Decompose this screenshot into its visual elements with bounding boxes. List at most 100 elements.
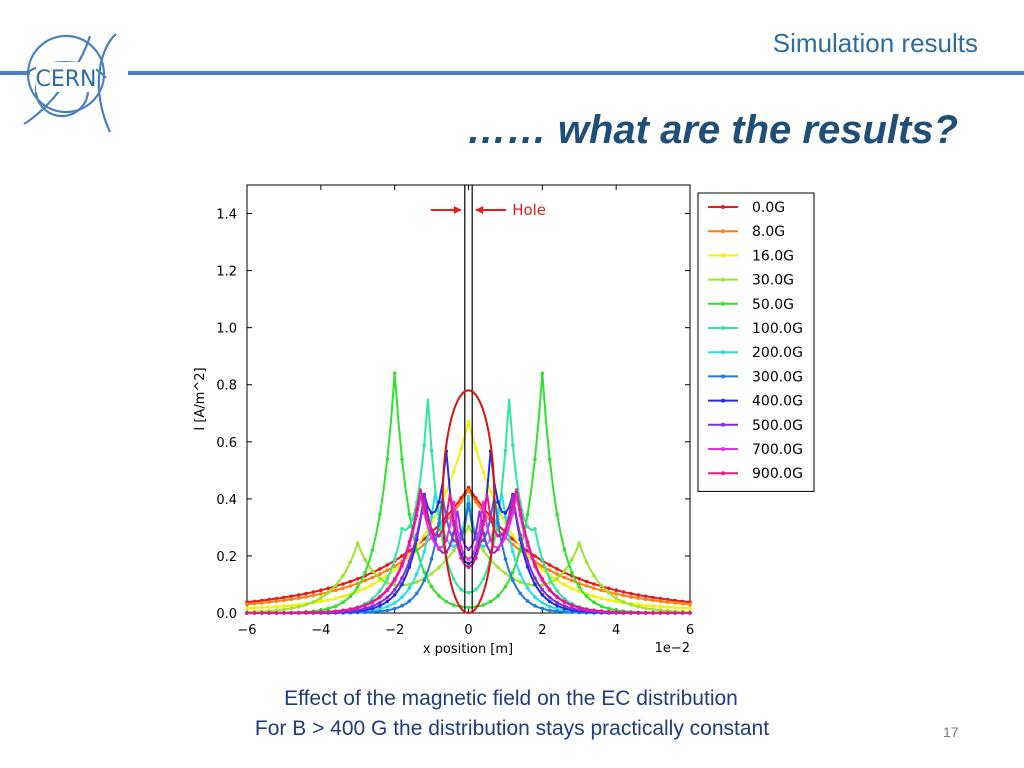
series-point [607,609,611,614]
series-point [260,601,264,605]
series-point [592,594,596,599]
series-point [252,606,257,610]
logo-text: CERN [35,67,96,92]
legend-label: 400.0G [752,394,803,410]
series-point [348,579,353,584]
series-point [511,578,515,583]
series-point [540,601,545,605]
series-point [540,577,545,581]
series-point [466,557,471,562]
series-point [370,610,375,614]
series-point [341,586,345,591]
x-tick-label: 6 [686,623,694,638]
series-point [296,596,301,600]
series-point [584,594,589,599]
series-point [407,512,412,517]
series-point [370,599,375,604]
legend-swatch-dot [721,350,725,355]
series-point [481,500,486,505]
series-point [503,511,508,515]
legend-label: 50.0G [752,297,794,313]
series-point [400,554,404,558]
series-point [525,565,530,569]
series-point [363,570,367,575]
series-point [496,534,500,538]
legend-swatch-dot [721,326,725,330]
series-point [392,587,397,592]
series-point [481,522,486,527]
series-point [451,603,456,607]
series-point [540,587,545,592]
series-point [400,457,404,462]
series-point [274,599,279,603]
series-point [658,611,663,615]
series-point [688,602,692,606]
series-point [643,603,648,608]
x-scale-label: 1e−2 [655,641,690,656]
series-point [385,604,390,609]
series-point [680,601,685,606]
series-point [333,596,338,601]
series-point [333,583,338,588]
series-point [392,593,397,597]
series-point [392,606,397,611]
series-point [296,605,301,609]
legend-label: 8.0G [752,224,785,240]
series-point [370,548,375,552]
series-point [466,420,471,424]
series-point [636,593,641,597]
series-point [282,604,286,608]
series-point [474,446,478,451]
series-point [584,579,589,584]
series-point [688,611,692,615]
series-point [422,578,426,583]
series-point [422,504,426,509]
plot-frame [246,184,691,614]
series-point [459,531,463,535]
series-point [666,597,670,602]
series-point [282,598,286,603]
series-point [629,591,633,596]
series-point [474,499,478,504]
series-point [547,608,552,613]
series-point [466,502,471,506]
series-point [348,607,353,611]
legend-label: 100.0G [752,321,803,337]
series-point [304,602,308,607]
x-tick-label: 4 [612,623,620,638]
series-point [643,594,648,599]
series-point [415,591,419,596]
series-point [540,567,545,572]
legend-label: 900.0G [752,466,803,482]
series-point [518,547,522,552]
series-point [584,607,589,611]
series-point [533,595,537,599]
legend-label: 30.0G [752,273,794,289]
series-point [592,573,596,578]
series-point [429,511,434,515]
series-point [533,527,537,531]
series-point [466,565,471,570]
series-point [503,571,508,576]
series-point [540,371,545,376]
series-point [319,596,323,600]
series-point [311,593,316,598]
series-point [245,606,249,611]
series-point [341,600,345,605]
y-tick-label: 0.2 [216,550,237,565]
series-point [378,512,382,517]
series-point [503,557,508,561]
legend-swatch-dot [721,398,725,403]
series-point [385,563,390,567]
series-point [629,595,633,599]
series-point [451,577,456,581]
series-point [658,599,663,603]
series-point [422,570,426,575]
series-point [651,611,655,615]
series-point [274,604,279,609]
series-point [370,596,375,601]
series-point [370,569,375,573]
series-point [378,572,382,576]
series-point [496,565,500,570]
legend-swatch-dot [721,447,725,451]
